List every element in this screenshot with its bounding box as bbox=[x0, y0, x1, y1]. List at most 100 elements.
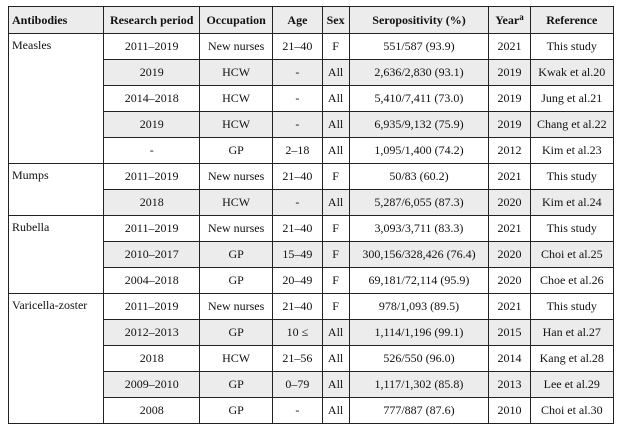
seropositivity-cell: 526/550 (96.0) bbox=[348, 345, 490, 372]
occupation-cell: GP bbox=[198, 319, 274, 346]
sex-cell: F bbox=[321, 215, 350, 242]
occupation-cell: HCW bbox=[198, 59, 274, 86]
occupation-cell: HCW bbox=[198, 111, 274, 138]
table-row: Rubella 2011–2019 New nurses 21–40 F 3,093/3,… bbox=[7, 215, 615, 294]
age-cell: - bbox=[272, 397, 323, 424]
header-antibodies: Antibodies bbox=[7, 6, 105, 34]
age-cell: 21–40 bbox=[272, 33, 323, 60]
research-period-cell: 2012–2013 bbox=[103, 319, 200, 346]
research-period-cell: 2004–2018 bbox=[103, 267, 200, 294]
reference-cell: This study bbox=[529, 215, 615, 242]
reference-cell: Kwak et al.20 bbox=[529, 59, 615, 86]
age-cell: - bbox=[272, 85, 323, 112]
age-cell: 2–18 bbox=[272, 137, 323, 164]
research-period-cell: 2018 bbox=[103, 189, 200, 216]
table-row: Mumps 2011–2019 New nurses 21–40 F 50/83 (60.… bbox=[7, 163, 615, 216]
seropositivity-cell: 551/587 (93.9) bbox=[348, 33, 490, 60]
header-seropositivity: Seropositivity (%) bbox=[348, 6, 490, 34]
table-row: 2009–2010 GP 0–79 All 1,117/1,302 (85.8) 2013… bbox=[9, 371, 615, 398]
age-cell: 0–79 bbox=[272, 371, 323, 398]
sex-cell: F bbox=[321, 267, 350, 294]
research-period-cell: 2010–2017 bbox=[103, 241, 200, 268]
year-cell: 2013 bbox=[488, 371, 531, 398]
research-period-cell: 2019 bbox=[103, 59, 200, 86]
seropositivity-cell: 5,287/6,055 (87.3) bbox=[348, 189, 490, 216]
occupation-cell: HCW bbox=[198, 345, 274, 372]
seropositivity-cell: 6,935/9,132 (75.9) bbox=[348, 111, 490, 138]
reference-cell: This study bbox=[529, 163, 615, 190]
reference-cell: Choi et al.30 bbox=[529, 397, 615, 424]
year-cell: 2021 bbox=[488, 163, 531, 190]
reference-cell: This study bbox=[529, 293, 615, 320]
sex-cell: All bbox=[321, 189, 350, 216]
seropositivity-cell: 3,093/3,711 (83.3) bbox=[348, 215, 490, 242]
sex-cell: All bbox=[321, 59, 350, 86]
year-cell: 2021 bbox=[488, 215, 531, 242]
occupation-cell: HCW bbox=[198, 189, 274, 216]
antibody-cell: Measles bbox=[7, 33, 105, 164]
header-age: Age bbox=[272, 6, 323, 34]
seropositivity-cell: 2,636/2,830 (93.1) bbox=[348, 59, 490, 86]
header-year-footnote: a bbox=[519, 12, 524, 22]
year-cell: 2020 bbox=[488, 189, 531, 216]
sex-cell: F bbox=[321, 163, 350, 190]
year-cell: 2021 bbox=[488, 293, 531, 320]
header-sex: Sex bbox=[321, 6, 350, 34]
research-period-cell: 2018 bbox=[103, 345, 200, 372]
age-cell: 21–56 bbox=[272, 345, 323, 372]
reference-cell: Choi et al.25 bbox=[529, 241, 615, 268]
table-row: 2019 HCW - All 2,636/2,830 (93.1) 2019 Kwak et… bbox=[9, 59, 615, 86]
research-period-cell: 2008 bbox=[103, 397, 200, 424]
research-period-cell: 2009–2010 bbox=[103, 371, 200, 398]
sex-cell: F bbox=[321, 293, 350, 320]
age-cell: - bbox=[272, 59, 323, 86]
age-cell: 21–40 bbox=[272, 293, 323, 320]
age-cell: 21–40 bbox=[272, 215, 323, 242]
sex-cell: All bbox=[321, 397, 350, 424]
antibody-cell: Mumps bbox=[7, 163, 105, 216]
year-cell: 2012 bbox=[488, 137, 531, 164]
age-cell: 21–40 bbox=[272, 163, 323, 190]
header-occupation: Occupation bbox=[198, 6, 274, 34]
research-period-cell: 2011–2019 bbox=[103, 293, 200, 320]
sex-cell: All bbox=[321, 319, 350, 346]
sex-cell: All bbox=[321, 111, 350, 138]
sex-cell: F bbox=[321, 33, 350, 60]
reference-cell: This study bbox=[529, 33, 615, 60]
year-cell: 2020 bbox=[488, 241, 531, 268]
antibody-cell: Varicella-zoster bbox=[7, 293, 105, 424]
table-row: Varicella-zoster 2011–2019 New nurses 21–40… bbox=[7, 293, 615, 424]
header-research-period: Research period bbox=[103, 6, 200, 34]
sex-cell: F bbox=[321, 241, 350, 268]
table-row: 2012–2013 GP 10 ≤ All 1,114/1,196 (99.1) 2015… bbox=[9, 319, 615, 346]
occupation-cell: HCW bbox=[198, 85, 274, 112]
reference-cell: Han et al.27 bbox=[529, 319, 615, 346]
year-cell: 2015 bbox=[488, 319, 531, 346]
seropositivity-cell: 1,095/1,400 (74.2) bbox=[348, 137, 490, 164]
reference-cell: Lee et al.29 bbox=[529, 371, 615, 398]
year-cell: 2010 bbox=[488, 397, 531, 424]
occupation-cell: GP bbox=[198, 241, 274, 268]
age-cell: - bbox=[272, 189, 323, 216]
reference-cell: Chang et al.22 bbox=[529, 111, 615, 138]
research-period-cell: - bbox=[103, 137, 200, 164]
research-period-cell: 2011–2019 bbox=[103, 33, 200, 60]
table-row: 2008 GP - All 777/887 (87.6) 2010 Choi et al.3… bbox=[9, 397, 615, 424]
sex-cell: All bbox=[321, 137, 350, 164]
occupation-cell: New nurses bbox=[198, 293, 274, 320]
research-period-cell: 2014–2018 bbox=[103, 85, 200, 112]
occupation-cell: New nurses bbox=[198, 33, 274, 60]
seropositivity-cell: 69,181/72,114 (95.9) bbox=[348, 267, 490, 294]
age-cell: 20–49 bbox=[272, 267, 323, 294]
seropositivity-cell: 978/1,093 (89.5) bbox=[348, 293, 490, 320]
occupation-cell: GP bbox=[198, 267, 274, 294]
year-cell: 2019 bbox=[488, 85, 531, 112]
header-year: Yeara bbox=[488, 6, 531, 34]
table-row: 2018 HCW 21–56 All 526/550 (96.0) 2014 Kang et… bbox=[9, 345, 615, 372]
occupation-cell: GP bbox=[198, 371, 274, 398]
seropositivity-cell: 777/887 (87.6) bbox=[348, 397, 490, 424]
research-period-cell: 2011–2019 bbox=[103, 163, 200, 190]
sex-cell: All bbox=[321, 85, 350, 112]
research-period-cell: 2019 bbox=[103, 111, 200, 138]
occupation-cell: GP bbox=[198, 397, 274, 424]
